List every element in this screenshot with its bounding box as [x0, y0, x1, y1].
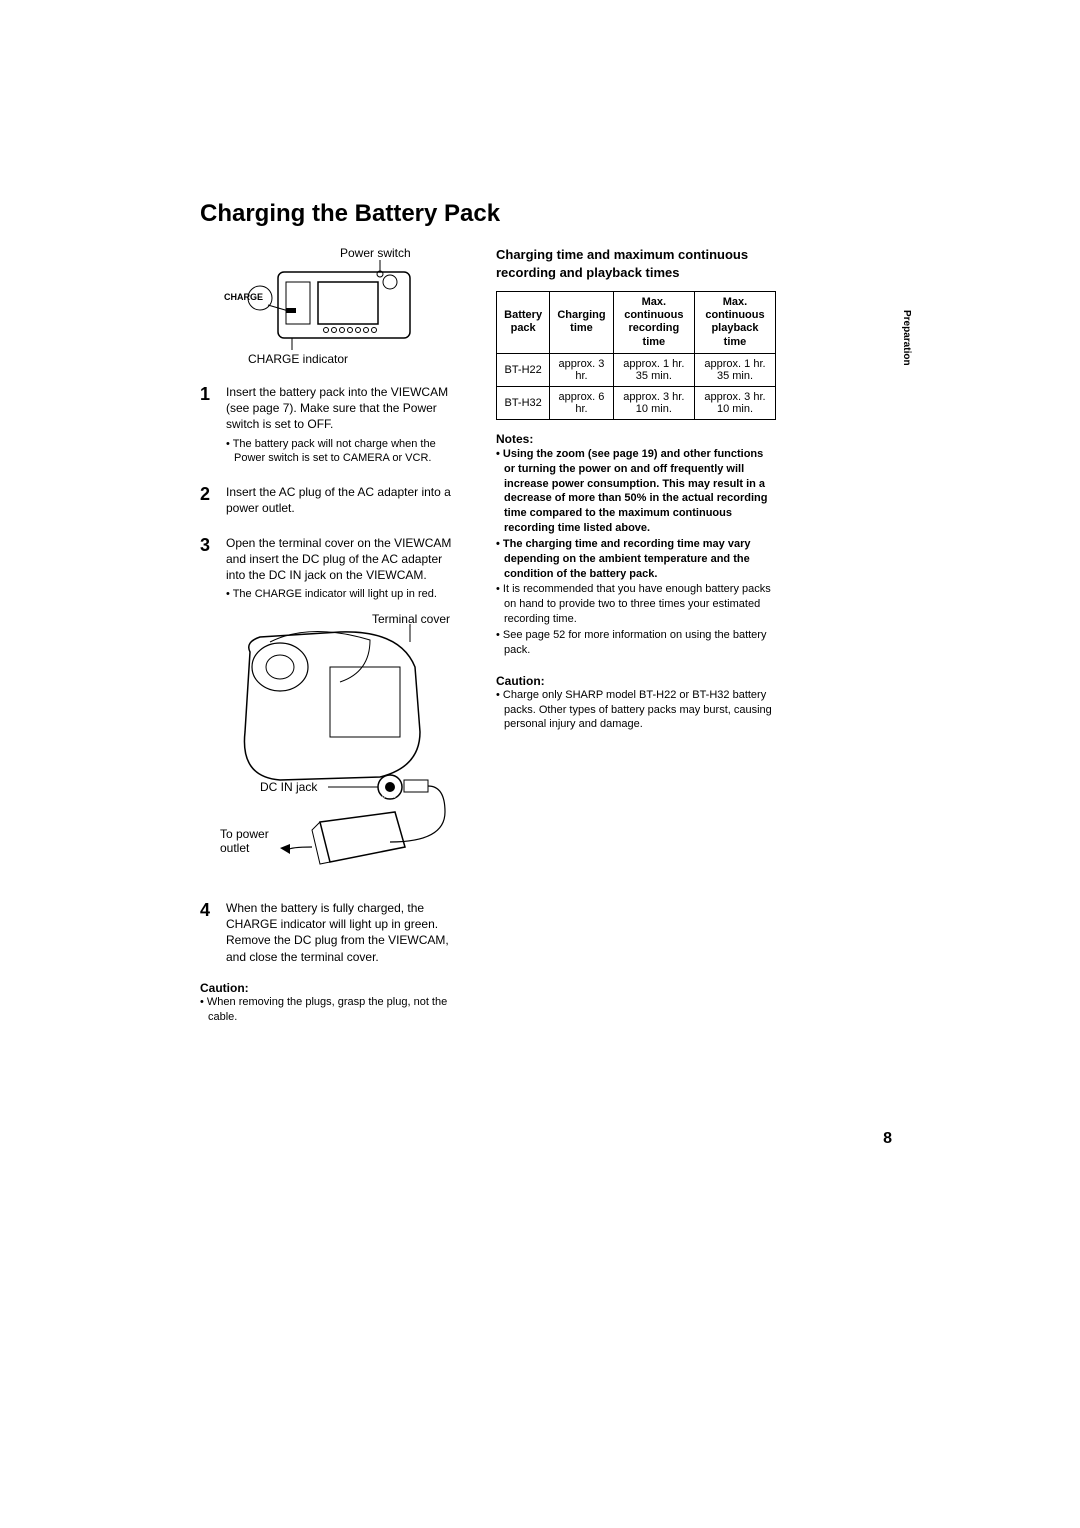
- right-column: Charging time and maximum continuous rec…: [496, 246, 776, 1024]
- diagram-camera-with-adapter: Terminal cover DC IN: [220, 612, 460, 882]
- table-row: BT-H22 approx. 3 hr. approx. 1 hr. 35 mi…: [497, 353, 776, 386]
- side-section-label: Preparation: [901, 310, 912, 366]
- caution-title: Caution:: [496, 674, 776, 688]
- cell: approx. 1 hr. 35 min.: [613, 353, 694, 386]
- camera-back-illustration: [230, 260, 430, 350]
- step-text: When the battery is fully charged, the C…: [226, 900, 460, 965]
- step-number: 1: [200, 384, 214, 466]
- step-3: 3 Open the terminal cover on the VIEWCAM…: [200, 535, 460, 602]
- diagram-top-camera: Power switch CHARGE: [230, 246, 460, 366]
- step-text: Insert the battery pack into the VIEWCAM…: [226, 384, 460, 433]
- caution-item: • When removing the plugs, grasp the plu…: [200, 995, 460, 1025]
- step-sub: • The CHARGE indicator will light up in …: [226, 587, 460, 602]
- cell: BT-H22: [497, 353, 550, 386]
- cell: approx. 3 hr. 10 min.: [694, 386, 775, 419]
- step-number: 2: [200, 484, 214, 516]
- th-charging: Charging time: [550, 292, 613, 354]
- notes-item: • It is recommended that you have enough…: [496, 582, 776, 627]
- th-battery: Battery pack: [497, 292, 550, 354]
- page-number: 8: [883, 1130, 892, 1148]
- left-column: Power switch CHARGE: [200, 246, 460, 1024]
- step-4: 4 When the battery is fully charged, the…: [200, 900, 460, 965]
- step-sub: • The battery pack will not charge when …: [226, 437, 460, 467]
- cell: approx. 3 hr.: [550, 353, 613, 386]
- charge-indicator-label: CHARGE indicator: [248, 352, 460, 366]
- table-header-row: Battery pack Charging time Max. continuo…: [497, 292, 776, 354]
- step-2: 2 Insert the AC plug of the AC adapter i…: [200, 484, 460, 516]
- cell: approx. 6 hr.: [550, 386, 613, 419]
- to-power-outlet-label: To power outlet: [220, 827, 269, 855]
- notes-title: Notes:: [496, 432, 776, 446]
- terminal-cover-label: Terminal cover: [372, 612, 450, 626]
- notes-block: Notes: • Using the zoom (see page 19) an…: [496, 432, 776, 658]
- step-number: 4: [200, 900, 214, 965]
- page-title: Charging the Battery Pack: [200, 200, 892, 228]
- spec-table: Battery pack Charging time Max. continuo…: [496, 291, 776, 420]
- step-text: Open the terminal cover on the VIEWCAM a…: [226, 535, 460, 584]
- cell: approx. 3 hr. 10 min.: [613, 386, 694, 419]
- cell: BT-H32: [497, 386, 550, 419]
- step-text: Insert the AC plug of the AC adapter int…: [226, 484, 460, 516]
- notes-item: • The charging time and recording time m…: [496, 537, 776, 582]
- notes-item: • See page 52 for more information on us…: [496, 628, 776, 658]
- caution-left: Caution: • When removing the plugs, gras…: [200, 981, 460, 1025]
- caution-item: • Charge only SHARP model BT-H22 or BT-H…: [496, 688, 776, 733]
- charge-text-label: CHARGE: [224, 292, 263, 302]
- caution-title: Caution:: [200, 981, 460, 995]
- step-number: 3: [200, 535, 214, 602]
- table-row: BT-H32 approx. 6 hr. approx. 3 hr. 10 mi…: [497, 386, 776, 419]
- dc-in-jack-label: DC IN jack: [260, 780, 317, 794]
- th-recording: Max. continuous recording time: [613, 292, 694, 354]
- notes-item: • Using the zoom (see page 19) and other…: [496, 447, 776, 536]
- power-switch-label: Power switch: [340, 246, 460, 260]
- step-1: 1 Insert the battery pack into the VIEWC…: [200, 384, 460, 466]
- caution-right: Caution: • Charge only SHARP model BT-H2…: [496, 674, 776, 733]
- right-heading: Charging time and maximum continuous rec…: [496, 246, 776, 281]
- th-playback: Max. continuous playback time: [694, 292, 775, 354]
- svg-text:DC IN: DC IN: [382, 794, 396, 800]
- cell: approx. 1 hr. 35 min.: [694, 353, 775, 386]
